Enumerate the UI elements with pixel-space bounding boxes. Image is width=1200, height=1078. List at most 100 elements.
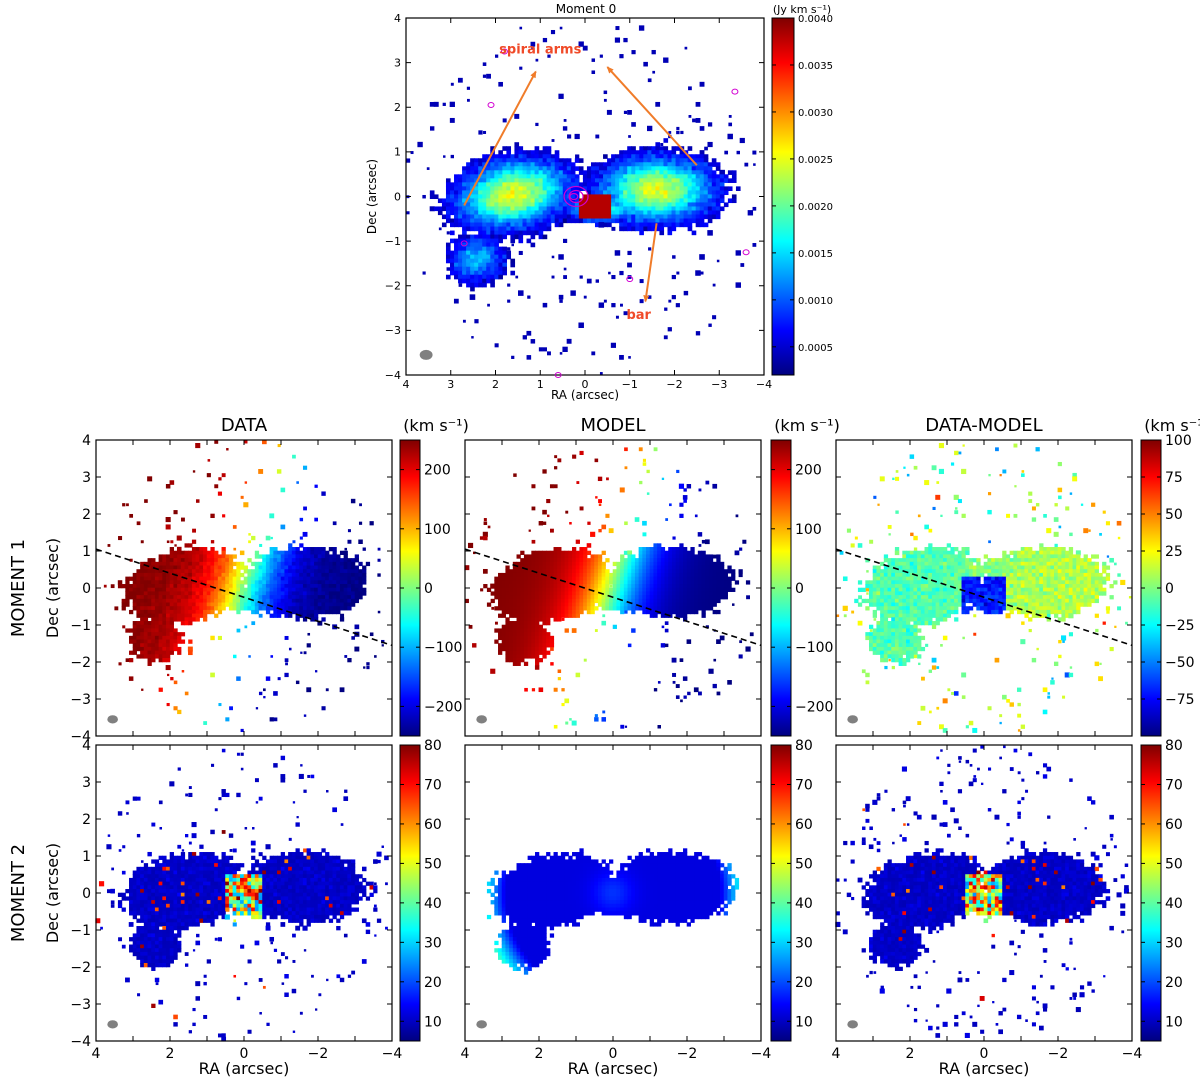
pixel xyxy=(542,580,547,585)
pixel xyxy=(538,178,544,183)
pixel xyxy=(462,186,467,191)
pixel xyxy=(458,234,463,240)
pixel xyxy=(619,174,624,179)
pixel xyxy=(187,646,193,652)
pixel xyxy=(694,569,699,574)
pixel xyxy=(336,569,341,574)
pixel xyxy=(549,598,555,604)
pixel xyxy=(564,628,569,633)
pixel xyxy=(612,587,617,592)
pixel xyxy=(502,258,507,264)
pixel xyxy=(697,576,703,581)
pixel xyxy=(639,146,644,151)
pixel xyxy=(158,646,163,652)
pixel xyxy=(557,458,562,463)
pixel xyxy=(195,576,200,581)
pixel xyxy=(684,46,688,50)
colorbar-tick-label: 0 xyxy=(795,581,804,597)
pixel xyxy=(572,602,577,607)
pixel xyxy=(542,154,548,159)
pixel xyxy=(154,591,160,596)
pixel xyxy=(466,246,471,252)
pixel xyxy=(522,194,528,200)
pixel xyxy=(514,162,520,167)
pixel xyxy=(623,37,628,43)
pixel xyxy=(598,222,605,228)
pixel xyxy=(672,672,677,677)
pixel xyxy=(520,580,525,585)
pixel xyxy=(549,602,555,607)
pixel xyxy=(154,572,160,578)
pixel xyxy=(295,550,300,555)
pixel xyxy=(653,565,658,570)
pixel xyxy=(639,154,644,159)
pixel xyxy=(265,572,271,578)
pixel xyxy=(466,206,471,212)
pixel xyxy=(470,278,475,284)
pixel xyxy=(659,178,665,183)
pixel xyxy=(659,218,665,224)
pixel xyxy=(199,569,204,574)
pixel xyxy=(466,178,471,183)
pixel xyxy=(262,561,267,567)
pixel xyxy=(579,580,584,585)
pixel xyxy=(683,547,688,552)
pixel xyxy=(173,617,178,622)
pixel xyxy=(590,554,595,559)
pixel xyxy=(549,580,555,585)
pixel xyxy=(715,166,721,171)
pixel xyxy=(247,569,252,574)
pixel xyxy=(535,643,540,648)
pixel xyxy=(173,576,178,581)
pixel xyxy=(295,617,300,622)
pixel xyxy=(269,580,274,585)
pixel xyxy=(450,222,455,228)
pixel xyxy=(642,547,647,552)
pixel xyxy=(720,565,725,570)
pixel xyxy=(564,558,569,563)
pixel xyxy=(1002,565,1007,570)
pixel xyxy=(590,162,596,167)
pixel xyxy=(254,598,260,604)
pixel xyxy=(599,198,604,204)
pixel xyxy=(132,628,137,633)
pixel xyxy=(920,550,926,555)
pixel xyxy=(550,194,556,200)
pixel xyxy=(302,554,308,559)
pixel xyxy=(310,584,315,589)
pixel xyxy=(590,561,595,567)
pixel xyxy=(675,182,681,187)
pixel xyxy=(299,598,304,604)
pixel xyxy=(502,194,507,200)
pixel xyxy=(542,226,548,232)
pixel xyxy=(490,242,495,248)
pixel xyxy=(553,561,558,567)
pixel xyxy=(575,539,580,544)
pixel xyxy=(594,584,599,589)
pixel xyxy=(549,584,555,589)
pixel xyxy=(660,561,666,567)
pixel xyxy=(616,565,621,570)
pixel xyxy=(639,174,644,179)
pixel xyxy=(509,569,514,574)
pixel xyxy=(221,547,226,552)
pixel xyxy=(1061,561,1066,567)
pixel xyxy=(917,558,922,563)
pixel xyxy=(530,154,536,159)
pixel xyxy=(470,270,475,276)
pixel xyxy=(1031,565,1037,570)
pixel xyxy=(558,170,564,175)
pixel xyxy=(369,521,374,526)
pixel xyxy=(339,595,345,600)
pixel xyxy=(712,483,718,489)
pixel xyxy=(998,565,1003,570)
pixel xyxy=(715,182,721,187)
pixel xyxy=(306,576,311,581)
pixel xyxy=(635,194,640,200)
pixel xyxy=(968,569,974,574)
pixel xyxy=(943,550,948,555)
pixel xyxy=(217,558,223,563)
pixel xyxy=(690,595,695,600)
pixel xyxy=(697,550,703,555)
pixel xyxy=(195,499,200,503)
